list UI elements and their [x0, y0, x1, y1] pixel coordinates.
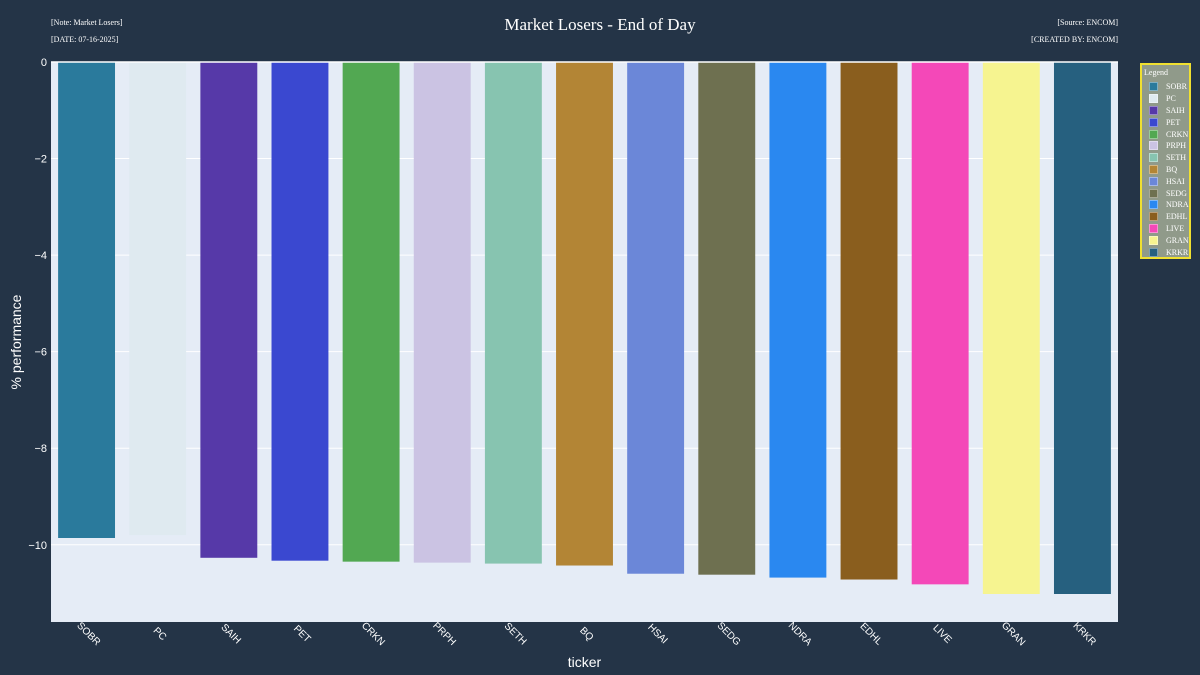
y-tick-label: −4 — [34, 250, 47, 262]
bar-gran — [982, 62, 1040, 594]
chart-title: Market Losers - End of Day — [504, 15, 696, 34]
legend-label: SOBR — [1166, 82, 1187, 92]
x-tick-label: KRKR — [1070, 621, 1097, 648]
legend-label: BQ — [1166, 164, 1178, 174]
bar-edhl — [840, 62, 898, 580]
legend-swatch — [1149, 105, 1158, 115]
legend-swatch — [1149, 200, 1158, 210]
bar-prph — [413, 62, 471, 563]
legend-item-seth[interactable]: SETH — [1149, 152, 1189, 164]
bar-live — [911, 62, 969, 585]
bar-saih — [200, 62, 258, 558]
legend-item-pet[interactable]: PET — [1149, 116, 1189, 128]
legend-swatch — [1149, 223, 1158, 233]
y-tick-label: −6 — [34, 347, 47, 359]
legend-swatch — [1149, 247, 1158, 257]
legend-swatch — [1149, 153, 1158, 163]
bar-pc — [129, 62, 187, 536]
legend-swatch — [1149, 235, 1158, 245]
legend-items: SOBR PC SAIH PET CRKN PRPH SETH BQ HSAI SEDG NDRA E… — [1149, 81, 1189, 258]
x-tick-label: NDRA — [786, 620, 814, 648]
legend-swatch — [1149, 176, 1158, 186]
legend-item-bq[interactable]: BQ — [1149, 164, 1189, 176]
y-tick-label: −8 — [34, 443, 47, 455]
legend-item-hsai[interactable]: HSAI — [1149, 175, 1189, 187]
y-tick-label: −2 — [34, 154, 47, 166]
legend-item-gran[interactable]: GRAN — [1149, 234, 1189, 246]
created-by-text: [CREATED BY: ENCOM] — [1031, 35, 1118, 44]
legend-label: SETH — [1166, 153, 1186, 163]
x-tick-label: CRKN — [359, 620, 387, 648]
legend: Legend SOBR PC SAIH PET CRKN PRPH SETH BQ HSAI SE… — [1140, 63, 1191, 259]
legend-title: Legend — [1144, 68, 1168, 77]
bar-bq — [556, 62, 613, 566]
legend-item-krkr[interactable]: KRKR — [1149, 246, 1189, 258]
x-tick-label: SAIH — [218, 622, 242, 646]
legend-swatch — [1149, 94, 1158, 104]
legend-swatch — [1149, 82, 1158, 92]
legend-swatch — [1149, 212, 1158, 222]
y-tick-label: 0 — [41, 57, 47, 69]
bar-crkn — [342, 62, 400, 562]
legend-label: CRKN — [1166, 129, 1189, 139]
legend-label: PC — [1166, 94, 1176, 104]
bar-ndra — [769, 62, 827, 578]
x-axis-title: ticker — [568, 654, 602, 670]
x-tick-label: SETH — [502, 621, 529, 648]
x-tick-label: GRAN — [999, 620, 1027, 648]
legend-label: HSAI — [1166, 176, 1185, 186]
legend-item-sedg[interactable]: SEDG — [1149, 187, 1189, 199]
legend-item-prph[interactable]: PRPH — [1149, 140, 1189, 152]
legend-label: SAIH — [1166, 105, 1185, 115]
x-tick-label: HSAI — [645, 622, 669, 646]
x-tick-label: PRPH — [430, 621, 457, 648]
y-axis-title: % performance — [8, 294, 24, 389]
legend-label: KRKR — [1166, 247, 1189, 257]
x-tick-label: BQ — [577, 625, 595, 643]
legend-item-edhl[interactable]: EDHL — [1149, 211, 1189, 223]
bar-krkr — [1053, 62, 1111, 594]
legend-swatch — [1149, 164, 1158, 174]
legend-item-ndra[interactable]: NDRA — [1149, 199, 1189, 211]
legend-label: LIVE — [1166, 223, 1185, 233]
legend-item-pc[interactable]: PC — [1149, 93, 1189, 105]
legend-label: EDHL — [1166, 212, 1188, 222]
legend-item-live[interactable]: LIVE — [1149, 223, 1189, 235]
y-tick-label: −10 — [28, 540, 47, 552]
x-tick-label: LIVE — [930, 623, 953, 646]
bar-hsai — [627, 62, 685, 574]
legend-label: PET — [1166, 117, 1181, 127]
legend-label: NDRA — [1166, 200, 1189, 210]
legend-label: SEDG — [1166, 188, 1187, 198]
date-text: [DATE: 07-16-2025] — [51, 35, 119, 44]
legend-swatch — [1149, 141, 1158, 151]
bar-pet — [271, 62, 329, 561]
source-text: [Source: ENCOM] — [1057, 18, 1118, 27]
legend-item-sobr[interactable]: SOBR — [1149, 81, 1189, 93]
legend-label: PRPH — [1166, 141, 1187, 151]
legend-swatch — [1149, 129, 1158, 139]
x-tick-label: PET — [291, 623, 313, 645]
bar-sobr — [58, 62, 116, 538]
legend-label: GRAN — [1166, 235, 1189, 245]
x-tick-label: EDHL — [857, 621, 884, 648]
legend-item-saih[interactable]: SAIH — [1149, 105, 1189, 117]
x-tick-label: PC — [151, 625, 169, 643]
bar-sedg — [698, 62, 756, 575]
bar-seth — [484, 62, 542, 564]
x-tick-label: SOBR — [74, 620, 102, 648]
legend-swatch — [1149, 188, 1158, 198]
x-tick-label: SEDG — [715, 620, 743, 648]
note-text: [Note: Market Losers] — [51, 18, 123, 27]
legend-swatch — [1149, 117, 1158, 127]
legend-item-crkn[interactable]: CRKN — [1149, 128, 1189, 140]
